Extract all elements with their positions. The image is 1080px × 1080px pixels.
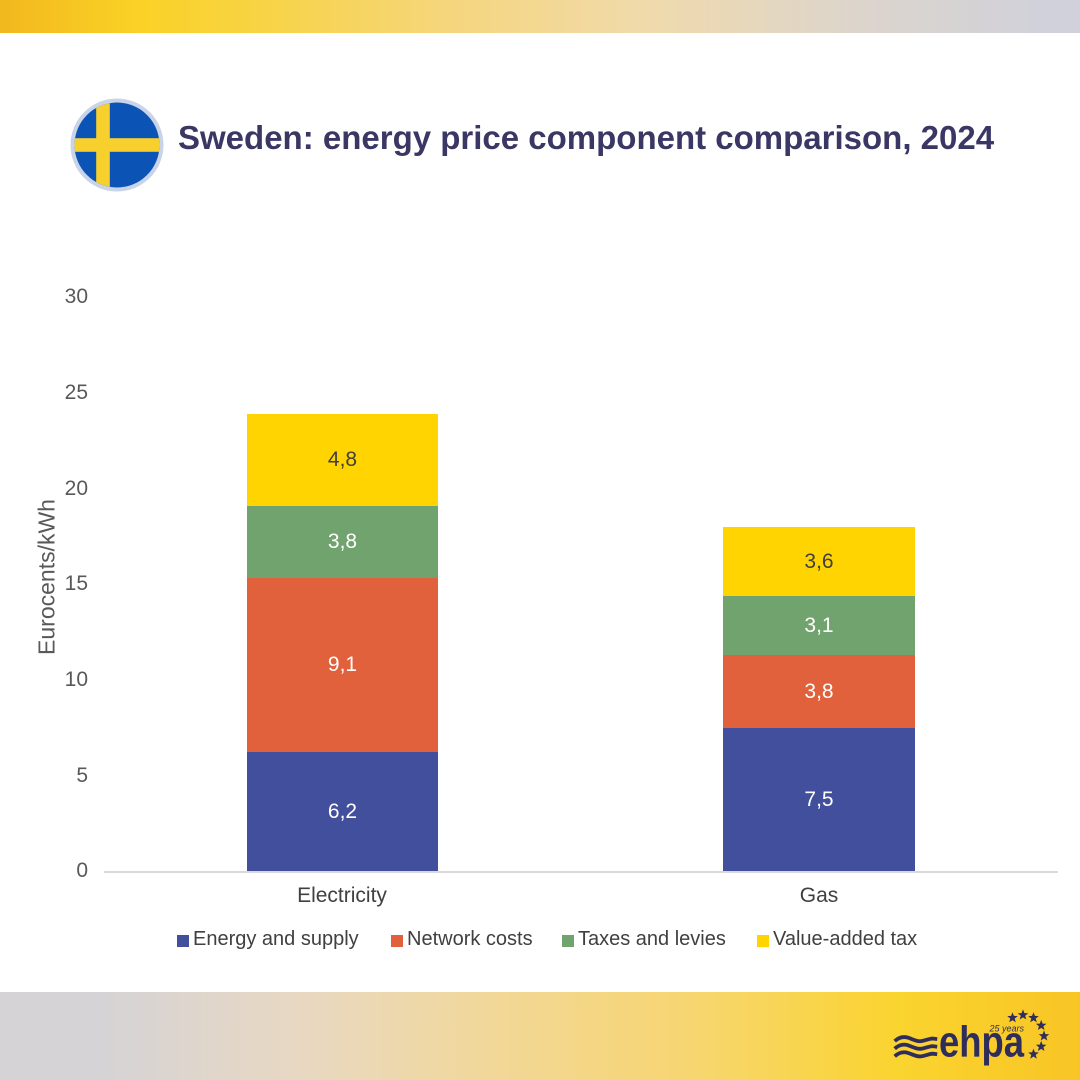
svg-text:ehpa: ehpa (939, 1018, 1024, 1067)
svg-text:25 years: 25 years (988, 1024, 1024, 1034)
